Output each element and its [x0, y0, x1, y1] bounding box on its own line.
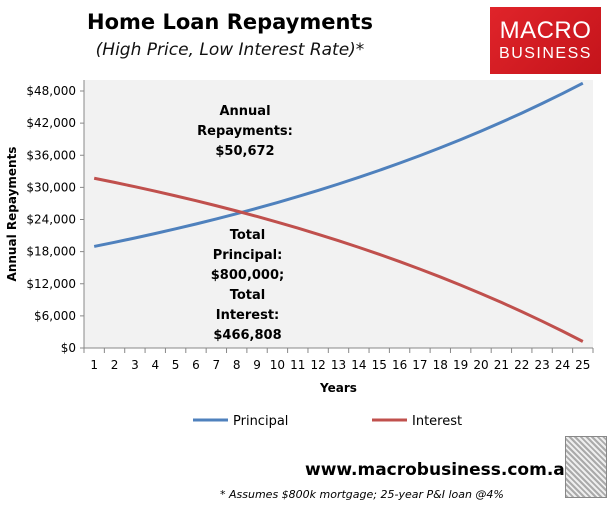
x-tick-label: 18: [433, 358, 448, 372]
x-tick-label: 5: [172, 358, 180, 372]
x-tick-label: 3: [131, 358, 139, 372]
ann-line: Annual: [219, 104, 271, 119]
x-tick-label: 6: [192, 358, 200, 372]
ann-line: Interest:: [215, 308, 280, 323]
x-tick-label: 22: [514, 358, 529, 372]
logo-line2: BUSINESS: [499, 45, 592, 62]
ann-line: Principal:: [212, 248, 283, 263]
y-axis-title: Annual Repayments: [5, 147, 19, 282]
y-tick-label: $6,000: [34, 309, 76, 323]
ann-line: Total: [229, 228, 266, 243]
totals-annotation: Total Principal: $800,000; Total Interes…: [190, 226, 305, 346]
y-tick-label: $12,000: [26, 277, 76, 291]
legend-label-interest: Interest: [412, 414, 462, 429]
x-tick-label: 12: [310, 358, 325, 372]
x-tick-label: 16: [392, 358, 407, 372]
ann-line: $800,000;: [210, 268, 285, 283]
website-url: www.macrobusiness.com.au: [305, 460, 577, 480]
legend-label-principal: Principal: [233, 414, 288, 429]
x-tick-label: 24: [555, 358, 570, 372]
x-tick-label: 17: [412, 358, 427, 372]
y-tick-label: $48,000: [26, 84, 76, 98]
x-tick-label: 14: [351, 358, 366, 372]
wolf-logo-image: [565, 436, 607, 498]
x-tick-label: 13: [331, 358, 346, 372]
ann-line: Total: [229, 288, 266, 303]
y-tick-label: $24,000: [26, 213, 76, 227]
logo-line1: MACRO: [499, 17, 592, 44]
x-tick-label: 20: [473, 358, 488, 372]
chart-title: Home Loan Repayments: [87, 10, 373, 34]
x-tick-label: 11: [290, 358, 305, 372]
x-tick-label: 23: [534, 358, 549, 372]
chart-subtitle: (High Price, Low Interest Rate)*: [95, 40, 365, 60]
x-tick-label: 1: [90, 358, 98, 372]
macrobusiness-logo: MACRO BUSINESS: [490, 7, 601, 74]
x-tick-label: 9: [253, 358, 261, 372]
ann-line: Repayments:: [197, 124, 293, 139]
x-axis-title: Years: [319, 381, 357, 395]
y-tick-label: $30,000: [26, 180, 76, 194]
plot-area: [84, 80, 593, 348]
y-tick-label: $18,000: [26, 245, 76, 259]
annual-repayments-annotation: Annual Repayments: $50,672: [185, 102, 305, 162]
x-tick-label: 2: [111, 358, 119, 372]
footnote: * Assumes $800k mortgage; 25-year P&I lo…: [220, 488, 504, 501]
y-tick-label: $36,000: [26, 148, 76, 162]
x-tick-label: 15: [372, 358, 387, 372]
x-tick-label: 7: [213, 358, 221, 372]
ann-line: $50,672: [215, 144, 275, 159]
x-tick-label: 19: [453, 358, 468, 372]
x-tick-label: 4: [151, 358, 159, 372]
y-tick-label: $0: [61, 341, 76, 355]
x-tick-label: 8: [233, 358, 241, 372]
ann-line: $466,808: [213, 328, 282, 343]
x-tick-label: 25: [575, 358, 590, 372]
x-tick-label: 21: [494, 358, 509, 372]
y-tick-label: $42,000: [26, 116, 76, 130]
x-tick-label: 10: [270, 358, 285, 372]
